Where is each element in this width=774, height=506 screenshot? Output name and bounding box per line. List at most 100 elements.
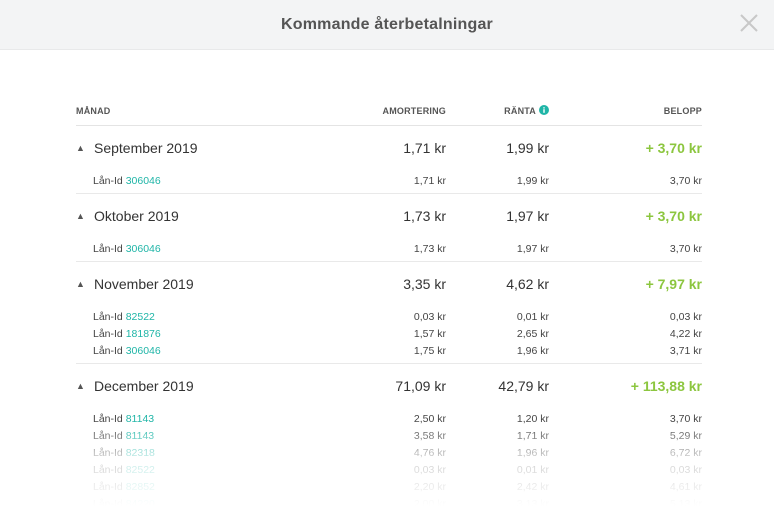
month-group: ▲ September 2019 1,71 kr 1,99 kr + 3,70 kr Lå… xyxy=(76,126,702,194)
month-row[interactable]: ▲ Oktober 2019 1,73 kr 1,97 kr + 3,70 kr xyxy=(76,194,702,238)
loan-amount: 3,70 kr xyxy=(669,242,702,255)
month-label-cell: ▲ September 2019 xyxy=(76,140,336,156)
loan-list: Lån-Id 82522 0,03 kr 0,01 kr 0,03 kr Lån-Id … xyxy=(76,306,702,359)
month-row[interactable]: ▲ September 2019 1,71 kr 1,99 kr + 3,70 kr xyxy=(76,126,702,170)
loan-amount: 4,22 kr xyxy=(669,327,702,340)
loan-row: Lån-Id 82522 0,03 kr 0,01 kr 0,03 kr xyxy=(76,308,702,325)
loan-interest: 1,20 kr xyxy=(516,412,549,425)
loan-row: Lån-Id 306046 1,71 kr 1,99 kr 3,70 kr xyxy=(76,172,702,189)
month-group: ▲ Oktober 2019 1,73 kr 1,97 kr + 3,70 kr Lån-… xyxy=(76,194,702,262)
loan-interest: 1,71 kr xyxy=(516,429,549,442)
repayments-table: MÅNAD AMORTERING RÄNTA BELOPP ▲ September… xyxy=(76,96,702,506)
month-amount: + 3,70 kr xyxy=(645,208,702,224)
loan-interest: 2,42 kr xyxy=(516,480,549,493)
loan-label: Lån-Id 84220 xyxy=(76,498,336,506)
loan-id-link[interactable]: 84220 xyxy=(125,497,155,506)
loan-id-link[interactable]: 82522 xyxy=(125,463,155,476)
loan-id-link[interactable]: 82522 xyxy=(125,310,155,323)
modal-title: Kommande återbetalningar xyxy=(281,15,493,33)
loan-amortization: 0,03 kr xyxy=(413,310,446,323)
loan-list: Lån-Id 81143 2,50 kr 1,20 kr 3,70 kr Lån-Id … xyxy=(76,408,702,506)
loan-interest: 1,96 kr xyxy=(516,344,549,357)
loan-id-link[interactable]: 306046 xyxy=(125,174,161,187)
loan-row: Lån-Id 82522 0,03 kr 0,01 kr 0,03 kr xyxy=(76,461,702,478)
month-label: September 2019 xyxy=(94,140,198,156)
close-icon[interactable] xyxy=(738,12,760,34)
loan-prefix: Lån-Id xyxy=(93,412,123,425)
loan-amount: 0,03 kr xyxy=(669,463,702,476)
info-icon[interactable] xyxy=(539,104,549,117)
loan-amortization: 0,03 kr xyxy=(413,463,446,476)
loan-prefix: Lån-Id xyxy=(93,344,123,357)
loan-label: Lån-Id 181876 xyxy=(76,328,336,340)
loan-row: Lån-Id 82852 2,20 kr 2,42 kr 4,61 kr xyxy=(76,478,702,495)
loan-id-link[interactable]: 82318 xyxy=(125,446,155,459)
loan-amount: 4,61 kr xyxy=(669,480,702,493)
chevron-up-icon[interactable]: ▲ xyxy=(76,381,85,391)
month-amount: + 7,97 kr xyxy=(645,276,702,292)
month-row[interactable]: ▲ December 2019 71,09 kr 42,79 kr + 113,88 k… xyxy=(76,364,702,408)
close-button[interactable] xyxy=(738,12,760,34)
loan-amortization: 1,57 kr xyxy=(413,327,446,340)
loan-prefix: Lån-Id xyxy=(93,242,123,255)
loan-prefix: Lån-Id xyxy=(93,429,123,442)
loan-amount: 0,03 kr xyxy=(669,310,702,323)
loan-id-link[interactable]: 306046 xyxy=(125,344,161,357)
loan-amortization: 1,75 kr xyxy=(413,344,446,357)
month-label: November 2019 xyxy=(94,276,194,292)
loan-row: Lån-Id 81143 3,58 kr 1,71 kr 5,29 kr xyxy=(76,427,702,444)
loan-id-link[interactable]: 306046 xyxy=(125,242,161,255)
table-header: MÅNAD AMORTERING RÄNTA BELOPP xyxy=(76,96,702,126)
month-row[interactable]: ▲ November 2019 3,35 kr 4,62 kr + 7,97 kr xyxy=(76,262,702,306)
month-amortization: 1,73 kr xyxy=(403,208,446,224)
month-interest: 42,79 kr xyxy=(498,378,549,394)
chevron-up-icon[interactable]: ▲ xyxy=(76,211,85,221)
col-header-amount: BELOPP xyxy=(663,105,702,116)
loan-row: Lån-Id 81143 2,50 kr 1,20 kr 3,70 kr xyxy=(76,410,702,427)
loan-interest: 3,13 kr xyxy=(516,497,549,506)
loan-label: Lån-Id 81143 xyxy=(76,430,336,442)
loan-list: Lån-Id 306046 1,73 kr 1,97 kr 3,70 kr xyxy=(76,238,702,257)
loan-label: Lån-Id 81143 xyxy=(76,413,336,425)
month-amortization: 1,71 kr xyxy=(403,140,446,156)
loan-amortization: 2,20 kr xyxy=(413,480,446,493)
loan-interest: 0,01 kr xyxy=(516,463,549,476)
loan-id-link[interactable]: 81143 xyxy=(125,429,155,442)
loan-label: Lån-Id 306046 xyxy=(76,345,336,357)
month-label: Oktober 2019 xyxy=(94,208,179,224)
chevron-up-icon[interactable]: ▲ xyxy=(76,143,85,153)
loan-amount: 6,72 kr xyxy=(669,446,702,459)
loan-prefix: Lån-Id xyxy=(93,174,123,187)
modal-header: Kommande återbetalningar xyxy=(0,0,774,50)
month-interest: 4,62 kr xyxy=(506,276,549,292)
loan-amount: 5,13 kr xyxy=(669,497,702,506)
chevron-up-icon[interactable]: ▲ xyxy=(76,279,85,289)
month-label: December 2019 xyxy=(94,378,194,394)
col-header-interest: RÄNTA xyxy=(446,104,549,117)
loan-amount: 3,71 kr xyxy=(669,344,702,357)
loan-row: Lån-Id 306046 1,75 kr 1,96 kr 3,71 kr xyxy=(76,342,702,359)
month-amortization: 3,35 kr xyxy=(403,276,446,292)
loan-id-link[interactable]: 181876 xyxy=(125,327,161,340)
loan-label: Lån-Id 82852 xyxy=(76,481,336,493)
loan-label: Lån-Id 82522 xyxy=(76,311,336,323)
loan-label: Lån-Id 82522 xyxy=(76,464,336,476)
loan-amortization: 4,76 kr xyxy=(413,446,446,459)
loan-row: Lån-Id 82318 4,76 kr 1,96 kr 6,72 kr xyxy=(76,444,702,461)
month-amount: + 3,70 kr xyxy=(645,140,702,156)
loan-row: Lån-Id 306046 1,73 kr 1,97 kr 3,70 kr xyxy=(76,240,702,257)
loan-id-link[interactable]: 81143 xyxy=(125,412,155,425)
loan-amount: 5,29 kr xyxy=(669,429,702,442)
loan-prefix: Lån-Id xyxy=(93,327,123,340)
loan-prefix: Lån-Id xyxy=(93,463,123,476)
loan-amortization: 3,58 kr xyxy=(413,429,446,442)
month-label-cell: ▲ Oktober 2019 xyxy=(76,208,336,224)
loan-list: Lån-Id 306046 1,71 kr 1,99 kr 3,70 kr xyxy=(76,170,702,189)
loan-prefix: Lån-Id xyxy=(93,497,123,506)
loan-prefix: Lån-Id xyxy=(93,480,123,493)
month-amortization: 71,09 kr xyxy=(395,378,446,394)
loan-id-link[interactable]: 82852 xyxy=(125,480,155,493)
loan-prefix: Lån-Id xyxy=(93,446,123,459)
loan-label: Lån-Id 82318 xyxy=(76,447,336,459)
month-label-cell: ▲ November 2019 xyxy=(76,276,336,292)
